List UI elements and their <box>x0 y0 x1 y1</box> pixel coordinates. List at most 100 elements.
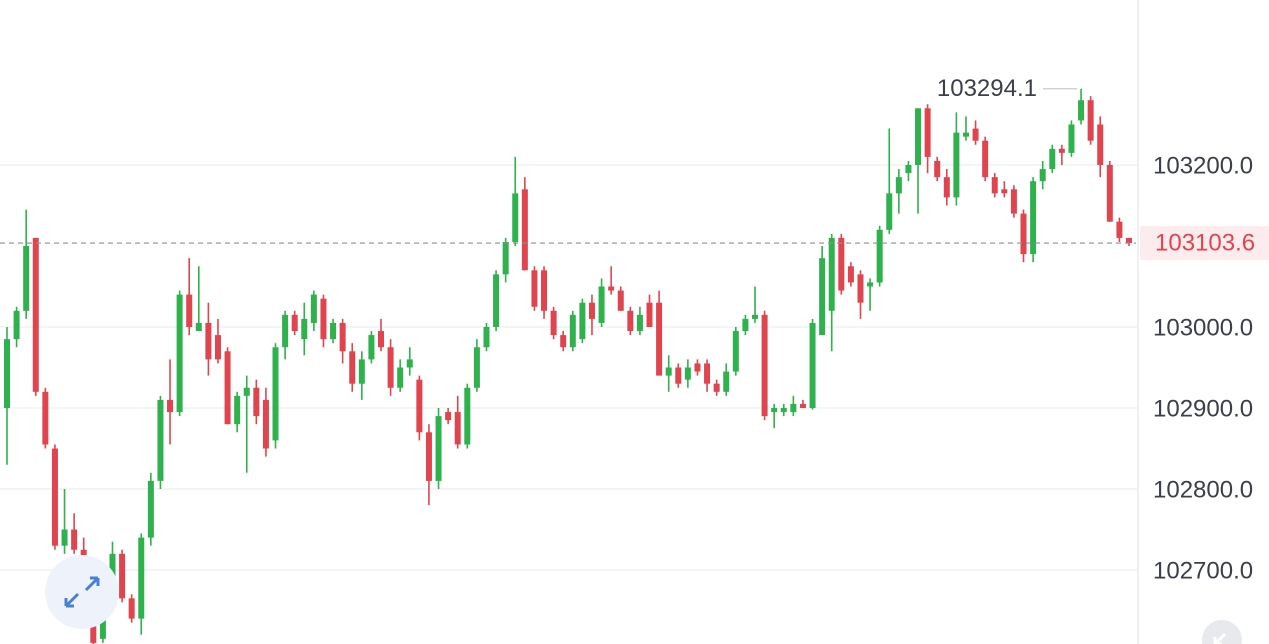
candle-body <box>828 237 835 311</box>
candle-body <box>1087 100 1094 141</box>
candle-body <box>310 294 317 323</box>
candle-body <box>608 286 615 291</box>
candle-body <box>262 399 269 449</box>
candle-body <box>694 363 701 372</box>
candle-body <box>186 294 193 327</box>
candle-body <box>953 132 960 198</box>
candle-body <box>799 403 806 408</box>
candle-body <box>128 598 135 619</box>
high-label: 103294.1 <box>937 75 1037 102</box>
candle-body <box>665 367 672 376</box>
candle-body <box>982 140 989 178</box>
candle-body <box>569 314 576 348</box>
candle-body <box>51 448 58 546</box>
candle-body <box>560 335 567 348</box>
candle-body <box>1030 181 1037 255</box>
candle-body <box>771 408 778 413</box>
candle-body <box>656 302 663 376</box>
candle-body <box>512 193 519 242</box>
candle-body <box>905 165 912 174</box>
candle-body <box>684 367 691 380</box>
candle-body <box>282 314 289 348</box>
candle-body <box>732 331 739 372</box>
candle-body <box>1106 165 1113 222</box>
candle-body <box>617 290 624 311</box>
candle-body <box>809 322 816 408</box>
candle-body <box>320 298 327 340</box>
candle-body <box>243 387 250 396</box>
candle-body <box>1068 124 1075 153</box>
candle-body <box>147 480 154 538</box>
scroll-button[interactable] <box>1202 620 1242 644</box>
candle-body <box>723 371 730 392</box>
y-tick-label: 102900.0 <box>1153 395 1253 422</box>
candle-body <box>493 274 500 327</box>
candle-body <box>454 412 461 445</box>
candle-body <box>675 367 682 384</box>
candles <box>4 88 1132 644</box>
candle-body <box>934 160 941 178</box>
candle-body <box>473 347 480 388</box>
candle-body <box>1116 221 1123 238</box>
candle-body <box>886 193 893 230</box>
y-tick-label: 102800.0 <box>1153 476 1253 503</box>
candle-body <box>176 294 183 413</box>
candle-body <box>425 432 432 481</box>
candle-body <box>1001 189 1008 194</box>
zoom-icon <box>64 576 100 608</box>
candle-body <box>521 189 528 271</box>
candle-body <box>780 408 787 413</box>
candle-body <box>761 314 768 417</box>
candle-body <box>1049 148 1056 170</box>
zoom-button[interactable] <box>45 555 119 629</box>
candle-body <box>550 310 557 336</box>
candle-body <box>598 286 605 323</box>
candle-body <box>291 314 298 332</box>
candle-body <box>924 108 931 157</box>
candle-body <box>224 351 231 425</box>
scroll-icon <box>1213 632 1227 644</box>
candle-body <box>1097 124 1104 165</box>
candle-body <box>483 327 490 348</box>
candle-body <box>71 529 78 550</box>
candle-body <box>531 270 538 307</box>
candle-body <box>857 274 864 303</box>
candle-body <box>541 270 548 311</box>
candle-body <box>1078 100 1085 121</box>
labels: 102700.0 102800.0 102900.0 103000.0 103200.0… <box>0 75 1269 644</box>
candle-body <box>915 108 922 165</box>
candle-body <box>1126 237 1132 244</box>
candle-body <box>943 177 950 198</box>
candle-body <box>157 399 164 481</box>
candle-body <box>646 302 653 327</box>
candle-body <box>119 553 126 599</box>
y-tick-label: 103200.0 <box>1153 152 1253 179</box>
low-label: 102605.9 <box>148 642 248 644</box>
candle-body <box>636 314 643 332</box>
candle-body <box>972 128 979 141</box>
candle-body <box>790 403 797 413</box>
candle-body <box>4 339 10 408</box>
candle-body <box>895 177 902 194</box>
candle-body <box>61 529 68 546</box>
candle-body <box>435 416 442 481</box>
candle-body <box>627 310 634 332</box>
candle-body <box>23 246 30 311</box>
candle-body <box>378 331 384 348</box>
candle-body <box>876 229 883 283</box>
candle-body <box>588 302 595 319</box>
candle-body <box>1039 169 1046 182</box>
last-price-tag <box>1140 226 1269 261</box>
candle-body <box>416 379 423 433</box>
candle-body <box>406 359 413 368</box>
candle-body <box>138 537 145 619</box>
last-price-label: 103103.6 <box>1155 229 1255 256</box>
candle-body <box>205 322 212 360</box>
candle-body <box>13 310 20 340</box>
candle-body <box>742 318 749 332</box>
candle-body <box>838 237 845 291</box>
candle-body <box>445 412 452 421</box>
candle-body <box>301 318 308 340</box>
candle-body <box>195 322 202 332</box>
